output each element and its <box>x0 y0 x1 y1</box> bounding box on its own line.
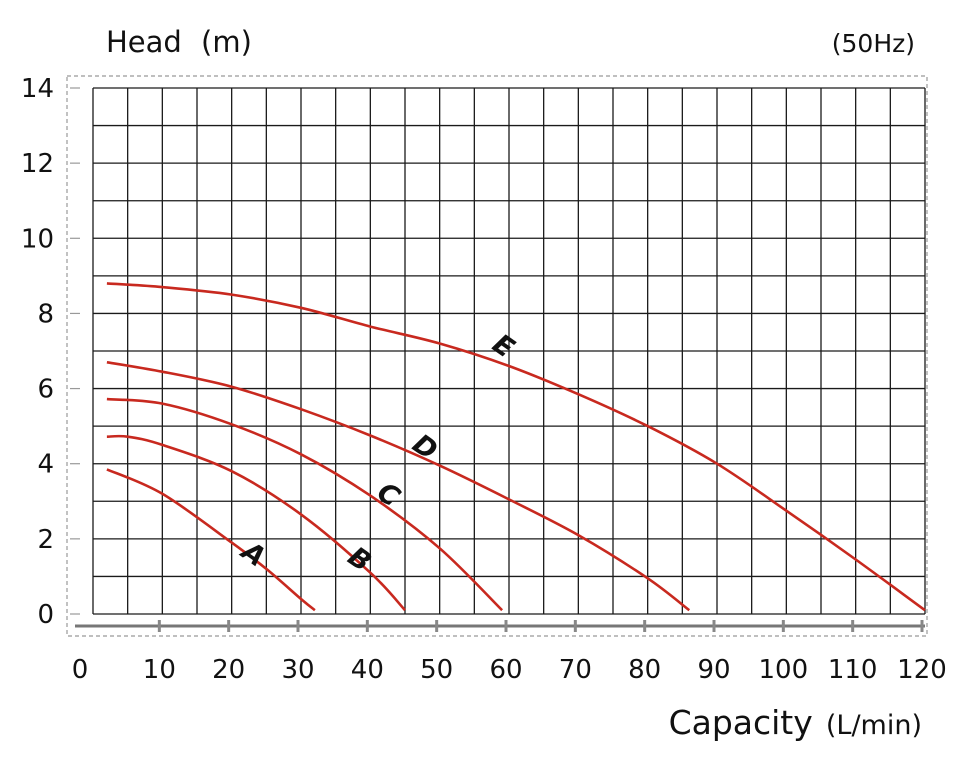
x-tick-label: 120 <box>897 655 947 685</box>
x-tick-label: 30 <box>281 655 314 685</box>
curve-d <box>106 361 691 612</box>
outer-frame <box>66 75 928 637</box>
x-tick-label: 10 <box>143 655 176 685</box>
grid <box>92 87 926 615</box>
tick-labels: 0 2 4 6 8 10 12 14 0 10 20 30 40 50 60 70 80 90 100 110 120 <box>21 74 947 685</box>
x-tick-label: 0 <box>72 655 89 685</box>
curve-c <box>106 397 504 612</box>
frequency-annotation: (50Hz) <box>832 29 915 58</box>
y-tick-label: 0 <box>37 600 54 630</box>
x-tick-label: 80 <box>628 655 661 685</box>
curve-a <box>106 468 316 612</box>
curve-b <box>106 434 406 612</box>
x-tick-label: 40 <box>351 655 384 685</box>
x-tick-label: 50 <box>420 655 453 685</box>
curve-e <box>106 282 926 612</box>
x-tick-label: 70 <box>559 655 592 685</box>
curve-label-c: C <box>371 477 405 514</box>
x-tick-label: 90 <box>697 655 730 685</box>
y-axis-unit: (m) <box>201 25 252 59</box>
y-tick-label: 14 <box>21 74 54 104</box>
y-axis-label: Head <box>106 25 182 59</box>
y-tick-label: 4 <box>37 450 54 480</box>
y-axis-title: Head (m) <box>106 25 252 59</box>
y-tick-label: 10 <box>21 224 54 254</box>
x-tick-label: 20 <box>212 655 245 685</box>
y-tick-label: 6 <box>37 375 54 405</box>
x-axis-label: Capacity <box>669 703 813 742</box>
x-tick-label: 110 <box>828 655 878 685</box>
x-axis-title: Capacity (L/min) <box>669 703 922 742</box>
x-tick-label: 100 <box>759 655 809 685</box>
y-tick-label: 2 <box>37 525 54 555</box>
curve-label-d: D <box>407 428 443 466</box>
y-tick-label: 8 <box>37 299 54 329</box>
x-axis-unit: (L/min) <box>826 710 922 741</box>
x-tick-label: 60 <box>489 655 522 685</box>
y-tick-label: 12 <box>21 149 54 179</box>
